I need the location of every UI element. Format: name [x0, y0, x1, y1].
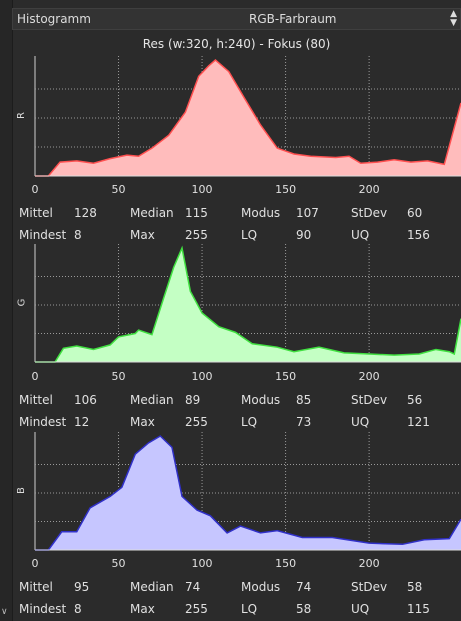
- stat-value-mode: 74: [296, 580, 312, 594]
- histogram-line-b: [35, 435, 461, 551]
- stat-label-mean: Mittel: [19, 206, 53, 220]
- histogram-header[interactable]: Histogramm RGB-Farbraum ▲ ▼: [12, 8, 461, 30]
- channel-label-b: B: [15, 487, 27, 494]
- x-tick-label: 150: [275, 183, 297, 196]
- x-tick-label: 50: [111, 370, 126, 383]
- stat-value-min: 8: [74, 228, 82, 242]
- x-tick-label: 200: [358, 183, 380, 196]
- stat-value-mean: 106: [74, 393, 97, 407]
- stat-value-uq: 156: [407, 228, 430, 242]
- stat-label-uq: UQ: [351, 415, 370, 429]
- x-ticks: 0 50 100 150 200: [0, 370, 461, 384]
- stat-value-max: 255: [185, 602, 208, 616]
- stat-label-mode: Modus: [241, 580, 281, 594]
- stat-label-lq: LQ: [241, 415, 258, 429]
- stat-label-median: Median: [130, 206, 174, 220]
- stat-label-max: Max: [130, 415, 155, 429]
- stat-label-median: Median: [130, 580, 174, 594]
- x-tick-label: 100: [191, 557, 213, 570]
- stat-label-mean: Mittel: [19, 393, 53, 407]
- histogram-plot-b: [34, 432, 461, 551]
- x-tick-label: 50: [111, 557, 126, 570]
- x-ticks: 0 50 100 150 200: [0, 183, 461, 197]
- histogram-line-g: [35, 245, 461, 363]
- stat-value-max: 255: [185, 228, 208, 242]
- stat-value-mode: 107: [296, 206, 319, 220]
- stat-value-min: 8: [74, 602, 82, 616]
- x-tick-label: 150: [275, 370, 297, 383]
- histogram-line-r: [35, 59, 461, 177]
- x-tick-label: 200: [358, 370, 380, 383]
- stat-value-uq: 121: [407, 415, 430, 429]
- x-tick-label: 0: [31, 183, 39, 196]
- stat-label-min: Mindest: [19, 415, 67, 429]
- x-tick-label: 0: [31, 557, 39, 570]
- x-tick-label: 50: [111, 183, 126, 196]
- stat-value-stdev: 60: [407, 206, 423, 220]
- stat-value-uq: 115: [407, 602, 430, 616]
- stat-value-lq: 58: [296, 602, 312, 616]
- stat-label-min: Mindest: [19, 228, 67, 242]
- panel-title: Histogramm: [17, 12, 91, 26]
- stat-value-mode: 85: [296, 393, 312, 407]
- stat-value-median: 89: [185, 393, 201, 407]
- stat-value-lq: 73: [296, 415, 312, 429]
- histogram-plot-g: [34, 244, 461, 363]
- stat-value-max: 255: [185, 415, 208, 429]
- stat-label-stdev: StDev: [351, 206, 388, 220]
- stat-value-lq: 90: [296, 228, 312, 242]
- x-tick-label: 150: [275, 557, 297, 570]
- stat-value-median: 115: [185, 206, 208, 220]
- channel-label-r: R: [15, 112, 27, 119]
- updown-arrow-icon[interactable]: ▲ ▼: [450, 9, 457, 28]
- left-rail: ∨: [0, 0, 13, 621]
- x-tick-label: 100: [191, 183, 213, 196]
- resolution-info: Res (w:320, h:240) - Fokus (80): [142, 37, 331, 51]
- x-tick-label: 0: [31, 370, 39, 383]
- histogram-plot-r: [34, 56, 461, 177]
- colorspace-select[interactable]: RGB-Farbraum: [249, 12, 337, 26]
- chevron-down-icon[interactable]: ∨: [1, 607, 8, 617]
- histogram-area-b: [35, 436, 461, 550]
- stat-label-mean: Mittel: [19, 580, 53, 594]
- stat-value-stdev: 58: [407, 580, 423, 594]
- stat-label-lq: LQ: [241, 228, 258, 242]
- stat-value-mean: 128: [74, 206, 97, 220]
- stat-value-median: 74: [185, 580, 201, 594]
- stat-value-mean: 95: [74, 580, 90, 594]
- stat-label-mode: Modus: [241, 393, 281, 407]
- stat-label-stdev: StDev: [351, 393, 388, 407]
- stat-label-min: Mindest: [19, 602, 67, 616]
- x-ticks: 0 50 100 150 200: [0, 557, 461, 571]
- stat-label-max: Max: [130, 228, 155, 242]
- channel-label-g: G: [16, 298, 28, 307]
- stat-label-lq: LQ: [241, 602, 258, 616]
- stat-label-stdev: StDev: [351, 580, 388, 594]
- x-tick-label: 200: [358, 557, 380, 570]
- stat-label-uq: UQ: [351, 602, 370, 616]
- stat-value-min: 12: [74, 415, 90, 429]
- stat-label-uq: UQ: [351, 228, 370, 242]
- histogram-area-r: [35, 60, 461, 176]
- x-tick-label: 100: [191, 370, 213, 383]
- stat-label-max: Max: [130, 602, 155, 616]
- stat-label-median: Median: [130, 393, 174, 407]
- stat-label-mode: Modus: [241, 206, 281, 220]
- stat-value-stdev: 56: [407, 393, 423, 407]
- histogram-area-g: [35, 248, 461, 362]
